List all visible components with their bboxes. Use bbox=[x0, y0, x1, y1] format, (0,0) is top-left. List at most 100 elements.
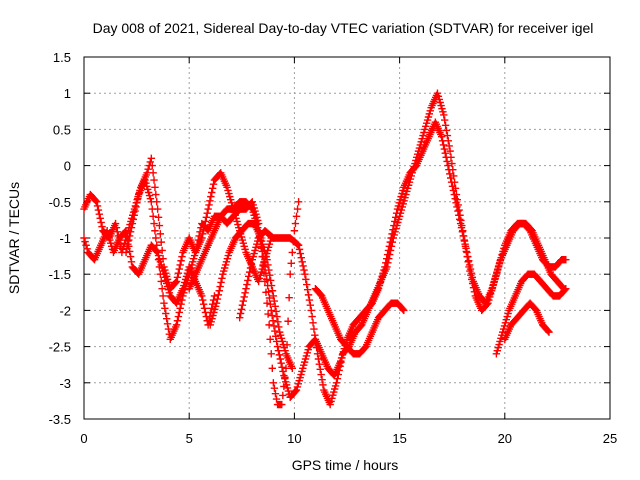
data-point bbox=[152, 234, 160, 242]
data-point bbox=[391, 217, 399, 226]
data-point bbox=[129, 215, 137, 224]
data-point bbox=[302, 352, 311, 360]
data-point bbox=[444, 161, 452, 170]
data-point bbox=[292, 386, 301, 394]
data-point bbox=[248, 256, 257, 264]
data-point bbox=[165, 289, 174, 297]
grid-lines bbox=[84, 57, 610, 419]
data-point bbox=[277, 359, 285, 367]
data-point bbox=[422, 122, 430, 130]
data-point bbox=[255, 274, 264, 283]
data-point bbox=[297, 370, 305, 379]
data-point bbox=[217, 278, 225, 287]
data-point bbox=[460, 236, 468, 244]
data-point bbox=[225, 189, 233, 198]
data-point bbox=[290, 227, 299, 235]
data-point bbox=[240, 293, 248, 301]
data-point bbox=[454, 207, 462, 215]
data-point bbox=[242, 284, 250, 293]
data-point bbox=[468, 273, 477, 282]
data-point bbox=[145, 191, 154, 200]
data-point bbox=[329, 391, 337, 399]
data-point bbox=[222, 258, 231, 266]
data-point bbox=[268, 287, 277, 295]
data-point bbox=[302, 275, 310, 284]
data-point bbox=[391, 213, 400, 222]
data-point bbox=[306, 301, 315, 309]
data-point bbox=[203, 209, 211, 217]
data-point bbox=[264, 310, 272, 318]
data-point bbox=[319, 381, 327, 389]
data-point bbox=[122, 227, 130, 235]
data-point bbox=[400, 306, 408, 315]
data-point bbox=[441, 149, 449, 157]
data-point bbox=[266, 335, 274, 344]
y-tick-label: 0.5 bbox=[53, 122, 71, 137]
data-point bbox=[134, 194, 142, 203]
x-tick-label: 15 bbox=[392, 431, 406, 446]
data-point bbox=[276, 355, 284, 363]
data-point bbox=[238, 236, 247, 244]
data-point bbox=[295, 245, 304, 254]
data-point bbox=[147, 154, 156, 163]
data-point bbox=[220, 267, 228, 275]
data-point bbox=[417, 138, 425, 146]
data-point bbox=[256, 271, 265, 279]
data-point bbox=[497, 334, 505, 343]
data-point bbox=[339, 348, 348, 356]
data-point bbox=[310, 325, 318, 333]
y-tick-label: -0.5 bbox=[49, 195, 71, 210]
data-point bbox=[388, 230, 396, 238]
data-point bbox=[221, 261, 230, 269]
data-point bbox=[178, 296, 186, 304]
data-point bbox=[154, 256, 163, 264]
data-point bbox=[211, 302, 220, 310]
data-point bbox=[445, 142, 453, 150]
data-point bbox=[492, 269, 501, 277]
data-point bbox=[315, 360, 324, 368]
data-point bbox=[298, 258, 306, 266]
data-point bbox=[326, 400, 334, 409]
data-point bbox=[293, 240, 302, 249]
data-point bbox=[173, 317, 182, 325]
data-point bbox=[152, 190, 160, 199]
data-point bbox=[438, 137, 447, 145]
data-point bbox=[227, 199, 236, 207]
data-point bbox=[82, 241, 90, 249]
y-tick-label: 1.5 bbox=[53, 50, 71, 65]
data-point bbox=[150, 176, 158, 184]
data-point bbox=[253, 240, 261, 248]
data-point bbox=[317, 370, 325, 379]
data-point bbox=[159, 292, 167, 300]
data-point bbox=[239, 297, 248, 305]
data-point bbox=[496, 257, 504, 265]
data-point bbox=[381, 263, 389, 271]
data-point bbox=[185, 270, 193, 278]
data-point bbox=[156, 230, 165, 238]
data-point bbox=[281, 374, 289, 383]
data-point bbox=[383, 250, 392, 259]
data-point bbox=[453, 203, 461, 211]
data-point bbox=[258, 240, 267, 248]
data-point bbox=[201, 217, 210, 226]
x-tick-label: 10 bbox=[287, 431, 301, 446]
data-point bbox=[285, 294, 293, 302]
data-point bbox=[126, 252, 135, 261]
data-point bbox=[332, 379, 341, 387]
data-point bbox=[493, 266, 502, 274]
data-point bbox=[424, 113, 433, 121]
data-point bbox=[296, 373, 304, 382]
data-point bbox=[379, 269, 387, 277]
data-point bbox=[457, 223, 466, 232]
data-point bbox=[159, 267, 167, 275]
data-point bbox=[220, 264, 229, 272]
data-point bbox=[314, 355, 323, 363]
data-point bbox=[330, 388, 338, 396]
data-point bbox=[318, 375, 326, 384]
data-point bbox=[176, 304, 184, 313]
data-point bbox=[459, 232, 468, 240]
data-point bbox=[304, 291, 313, 299]
data-point bbox=[438, 105, 446, 113]
data-point bbox=[208, 184, 217, 193]
data-point bbox=[496, 337, 504, 346]
